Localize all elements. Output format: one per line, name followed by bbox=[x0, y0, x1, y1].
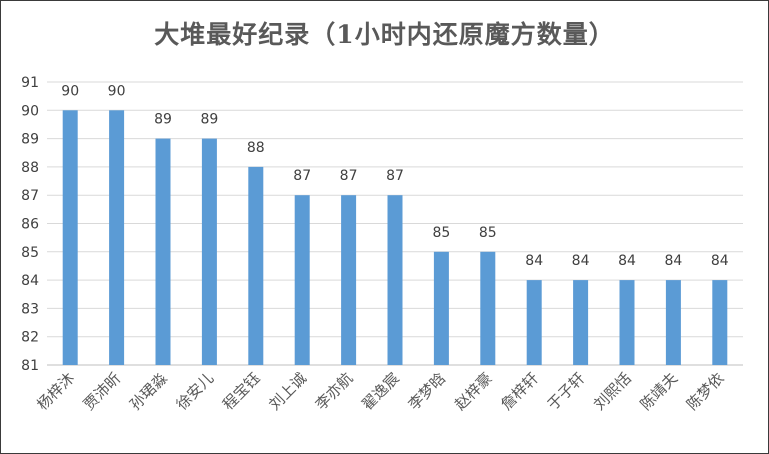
x-tick-label: 杨梓沐 bbox=[33, 369, 78, 414]
x-tick-label: 于子轩 bbox=[544, 369, 589, 414]
bar bbox=[619, 280, 635, 365]
x-tick-label: 刘熙恬 bbox=[590, 369, 635, 414]
x-tick-label: 李亦航 bbox=[312, 369, 357, 414]
bar bbox=[526, 280, 542, 365]
x-tick-label: 刘上诚 bbox=[265, 369, 310, 414]
data-label: 90 bbox=[108, 83, 126, 99]
y-tick-label: 81 bbox=[21, 358, 39, 374]
bar bbox=[294, 195, 310, 365]
y-tick-label: 85 bbox=[21, 245, 39, 261]
bar bbox=[155, 138, 171, 365]
data-label: 89 bbox=[200, 112, 218, 128]
bar bbox=[248, 166, 264, 365]
data-label: 89 bbox=[154, 112, 172, 128]
data-label: 87 bbox=[340, 168, 358, 184]
bar bbox=[387, 195, 403, 365]
x-tick-label: 孙珺淼 bbox=[126, 369, 171, 414]
y-tick-label: 87 bbox=[21, 188, 39, 204]
data-label: 90 bbox=[61, 83, 79, 99]
y-tick-label: 89 bbox=[21, 132, 39, 148]
x-tick-label: 詹梓轩 bbox=[497, 369, 542, 414]
data-label: 85 bbox=[479, 225, 497, 241]
data-label: 84 bbox=[618, 253, 636, 269]
y-tick-label: 91 bbox=[21, 75, 39, 91]
x-tick-label: 陈梦依 bbox=[683, 369, 728, 414]
bar bbox=[109, 110, 125, 365]
x-tick-label: 徐安儿 bbox=[173, 369, 218, 414]
x-tick-label: 赵梓豪 bbox=[451, 369, 496, 414]
y-tick-label: 84 bbox=[21, 273, 39, 289]
bar bbox=[433, 251, 449, 365]
data-label: 84 bbox=[711, 253, 729, 269]
y-tick-label: 82 bbox=[21, 330, 39, 346]
bar bbox=[712, 280, 728, 365]
data-label: 85 bbox=[432, 225, 450, 241]
bar bbox=[201, 138, 217, 365]
y-tick-label: 88 bbox=[21, 160, 39, 176]
bar bbox=[573, 280, 589, 365]
x-tick-label: 程宝钰 bbox=[219, 369, 264, 414]
y-tick-label: 83 bbox=[21, 301, 39, 317]
data-label: 84 bbox=[525, 253, 543, 269]
data-label: 84 bbox=[572, 253, 590, 269]
y-tick-label: 90 bbox=[21, 103, 39, 119]
bar bbox=[665, 280, 681, 365]
bar bbox=[480, 251, 496, 365]
y-tick-label: 86 bbox=[21, 217, 39, 233]
x-tick-label: 翟逸宸 bbox=[358, 369, 403, 414]
bar bbox=[341, 195, 357, 365]
chart-title: 大堆最好纪录（1小时内还原魔方数量） bbox=[154, 20, 615, 49]
x-tick-label: 陈靖夫 bbox=[637, 369, 682, 414]
data-label: 84 bbox=[664, 253, 682, 269]
data-label: 87 bbox=[293, 168, 311, 184]
data-label: 87 bbox=[386, 168, 404, 184]
x-tick-label: 贾沛昕 bbox=[80, 369, 125, 414]
bar bbox=[62, 110, 78, 365]
x-tick-label: 李梦晗 bbox=[405, 369, 450, 414]
data-label: 88 bbox=[247, 140, 265, 156]
